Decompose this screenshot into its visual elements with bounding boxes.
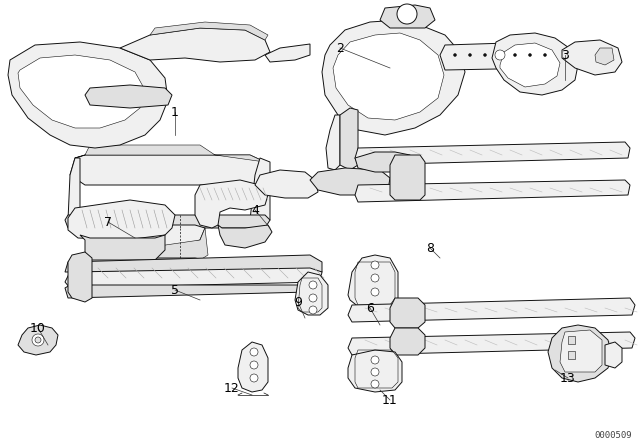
- Polygon shape: [326, 115, 340, 170]
- Polygon shape: [390, 155, 425, 200]
- Text: 10: 10: [30, 322, 46, 335]
- Circle shape: [35, 337, 41, 343]
- Polygon shape: [355, 142, 630, 165]
- Circle shape: [32, 334, 44, 346]
- Polygon shape: [560, 330, 602, 372]
- Circle shape: [483, 53, 486, 56]
- Polygon shape: [310, 168, 390, 195]
- Text: 7: 7: [104, 215, 112, 228]
- Circle shape: [371, 380, 379, 388]
- Polygon shape: [348, 332, 635, 355]
- Polygon shape: [68, 158, 80, 222]
- Circle shape: [250, 348, 258, 356]
- Text: 6: 6: [366, 302, 374, 314]
- Polygon shape: [568, 351, 575, 359]
- Circle shape: [371, 261, 379, 269]
- Polygon shape: [333, 33, 444, 120]
- Polygon shape: [218, 225, 272, 248]
- Polygon shape: [115, 228, 208, 260]
- Circle shape: [529, 53, 531, 56]
- Polygon shape: [595, 48, 614, 65]
- Text: 9: 9: [294, 296, 302, 309]
- Text: 11: 11: [382, 393, 398, 406]
- Polygon shape: [348, 255, 398, 312]
- Circle shape: [454, 53, 456, 56]
- Circle shape: [250, 361, 258, 369]
- Polygon shape: [340, 108, 358, 170]
- Polygon shape: [348, 350, 402, 392]
- Polygon shape: [255, 170, 318, 198]
- Circle shape: [371, 288, 379, 296]
- Polygon shape: [195, 180, 268, 228]
- Circle shape: [309, 306, 317, 314]
- Circle shape: [250, 374, 258, 382]
- Polygon shape: [380, 5, 435, 28]
- Polygon shape: [605, 342, 622, 368]
- Polygon shape: [355, 180, 630, 202]
- Polygon shape: [548, 325, 612, 382]
- Polygon shape: [68, 252, 92, 302]
- Polygon shape: [355, 152, 410, 172]
- Circle shape: [468, 53, 472, 56]
- Circle shape: [495, 50, 505, 60]
- Circle shape: [499, 53, 502, 56]
- Text: 3: 3: [561, 48, 569, 61]
- Polygon shape: [295, 272, 328, 315]
- Circle shape: [397, 4, 417, 24]
- Text: 13: 13: [560, 371, 576, 384]
- Polygon shape: [140, 258, 205, 280]
- Circle shape: [371, 368, 379, 376]
- Text: 4: 4: [251, 203, 259, 216]
- Polygon shape: [85, 85, 172, 108]
- Polygon shape: [322, 20, 465, 135]
- Polygon shape: [70, 155, 268, 185]
- Polygon shape: [65, 282, 322, 298]
- Polygon shape: [150, 22, 268, 40]
- Polygon shape: [115, 225, 205, 248]
- Circle shape: [543, 53, 547, 56]
- Polygon shape: [65, 215, 270, 228]
- Polygon shape: [18, 325, 58, 355]
- Polygon shape: [348, 298, 635, 322]
- Circle shape: [309, 294, 317, 302]
- Text: 12: 12: [224, 382, 240, 395]
- Polygon shape: [265, 44, 310, 62]
- Text: 1: 1: [171, 105, 179, 119]
- Polygon shape: [65, 255, 322, 272]
- Polygon shape: [75, 145, 265, 162]
- Text: 8: 8: [426, 241, 434, 254]
- Circle shape: [371, 274, 379, 282]
- Polygon shape: [440, 42, 562, 70]
- Polygon shape: [18, 55, 145, 128]
- Polygon shape: [238, 342, 268, 392]
- Circle shape: [513, 53, 516, 56]
- Polygon shape: [65, 265, 322, 288]
- Text: 5: 5: [171, 284, 179, 297]
- Text: 0000509: 0000509: [595, 431, 632, 440]
- Polygon shape: [68, 200, 175, 240]
- Polygon shape: [120, 28, 270, 62]
- Polygon shape: [492, 33, 578, 95]
- Polygon shape: [250, 158, 270, 225]
- Polygon shape: [568, 336, 575, 344]
- Polygon shape: [500, 43, 560, 87]
- Polygon shape: [390, 328, 425, 355]
- Text: 2: 2: [336, 42, 344, 55]
- Polygon shape: [562, 40, 622, 75]
- Polygon shape: [390, 298, 425, 328]
- Circle shape: [371, 356, 379, 364]
- Polygon shape: [8, 42, 168, 148]
- Polygon shape: [80, 235, 165, 260]
- Circle shape: [309, 281, 317, 289]
